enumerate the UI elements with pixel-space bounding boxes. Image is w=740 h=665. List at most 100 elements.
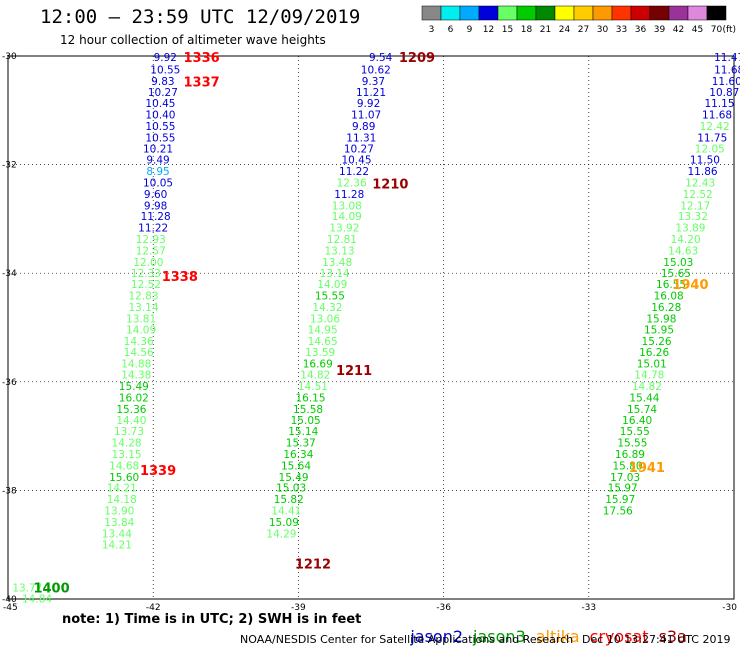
wave-height-value: 12.52: [131, 279, 161, 291]
wave-height-value: 9.92: [357, 98, 380, 110]
wave-height-value: 15.26: [642, 336, 672, 348]
time-label: 1210: [372, 178, 408, 193]
wave-height-value: 14.38: [121, 370, 151, 382]
legend-label: 6: [448, 25, 454, 35]
legend-swatch: [706, 5, 727, 21]
wave-height-value: 15.09: [269, 517, 299, 529]
wave-height-value: 15.49: [119, 381, 149, 393]
wave-height-value: 13.84: [104, 517, 134, 529]
x-tick-label: -39: [291, 603, 306, 613]
wave-height-value: 14.84: [22, 593, 52, 605]
wave-height-value: 13.14: [128, 302, 158, 314]
wave-height-value: 10.55: [145, 132, 175, 144]
legend-label: 45: [692, 25, 703, 35]
wave-height-value: 11.68: [702, 110, 732, 122]
wave-height-value: 14.21: [107, 483, 137, 495]
wave-height-value: 13.08: [332, 200, 362, 212]
wave-height-value: 14.09: [332, 211, 362, 223]
chart-subtitle: 12 hour collection of altimeter wave hei…: [60, 33, 326, 47]
wave-height-value: 15.55: [620, 426, 650, 438]
legend-label: 3: [429, 25, 435, 35]
wave-height-value: 12.42: [700, 121, 730, 133]
wave-height-value: 11.22: [339, 166, 369, 178]
x-tick-label: -30: [722, 603, 737, 613]
wave-height-value: 15.64: [281, 460, 311, 472]
wave-height-value: 15.44: [629, 393, 659, 405]
wave-height-value: 16.08: [654, 290, 684, 302]
plot-area: -45 -42 -39 -36 -33 -30 -30 -32 -34 -36 -38 -40 9.92…: [2, 51, 740, 613]
wave-height-value: 15.49: [279, 472, 309, 484]
legend-label: 27: [578, 25, 589, 35]
wave-height-value: 16.15: [295, 393, 325, 405]
wave-height-value: 9.89: [352, 121, 375, 133]
legend-label: 15: [502, 25, 513, 35]
wave-height-value: 14.88: [121, 358, 151, 370]
wave-height-value: 16.34: [283, 449, 313, 461]
wave-height-value: 15.82: [274, 494, 304, 506]
wave-height-value: 13.14: [320, 268, 350, 280]
wave-height-value: 11.86: [688, 166, 718, 178]
legend-unit: (ft): [722, 25, 736, 35]
legend-label: 70: [711, 25, 723, 35]
wave-height-value: 14.68: [109, 460, 139, 472]
credit-line: NOAA/NESDIS Center for Satellite Applica…: [240, 633, 574, 646]
time-label: 1211: [336, 364, 372, 379]
time-label: 1940: [672, 278, 708, 293]
wave-height-value: 16.28: [651, 302, 681, 314]
wave-height-value: 10.55: [150, 65, 180, 77]
page-title: 12:00 – 23:59 UTC 12/09/2019: [40, 6, 361, 28]
wave-height-value: 15.01: [637, 358, 667, 370]
wave-height-value: 13.44: [102, 528, 132, 540]
wave-height-value: 14.51: [298, 381, 328, 393]
generated-timestamp: Dec 10 13:27:41 UTC 2019: [582, 633, 731, 646]
wave-height-value: 11.21: [356, 87, 386, 99]
wave-height-value: 12.81: [327, 234, 357, 246]
wave-height-value: 16.69: [303, 358, 333, 370]
satellite-cryosat: cryosat: [589, 627, 649, 646]
wave-height-value: 16.89: [615, 449, 645, 461]
wave-height-chart: 12:00 – 23:59 UTC 12/09/2019 12 hour col…: [2, 5, 740, 646]
wave-height-value: 9.83: [151, 76, 174, 88]
wave-height-value: 13.73: [114, 426, 144, 438]
wave-height-value: 14.09: [317, 279, 347, 291]
wave-height-value: 10.21: [143, 143, 173, 155]
legend-label: 24: [559, 25, 571, 35]
wave-height-value: 14.28: [112, 438, 142, 450]
wave-height-value: 14.41: [271, 505, 301, 517]
wave-height-value: 13.90: [104, 505, 134, 517]
wave-height-value: 9.49: [146, 155, 169, 167]
wave-height-value: 11.28: [334, 189, 364, 201]
wave-height-value: 17.56: [603, 505, 633, 517]
wave-height-value: 11.47: [714, 52, 740, 64]
wave-height-value: 12.93: [136, 234, 166, 246]
wave-height-value: 15.97: [608, 483, 638, 495]
wave-height-value: 11.50: [690, 155, 720, 167]
wave-height-value: 16.26: [639, 347, 669, 359]
legend-label: 39: [654, 25, 666, 35]
wave-height-value: 10.05: [143, 178, 173, 190]
wave-height-value: 13.59: [305, 347, 335, 359]
wave-height-value: 10.55: [145, 121, 175, 133]
time-label: 1941: [629, 461, 665, 476]
satellite-jason3: jason3: [473, 627, 526, 646]
wave-height-value: 13.89: [675, 223, 705, 235]
wave-height-value: 14.78: [634, 370, 664, 382]
satellite-s3a: s3a: [658, 627, 687, 646]
wave-height-value: 14.36: [124, 336, 154, 348]
y-tick-label: -38: [2, 486, 17, 496]
wave-height-value: 12.52: [683, 189, 713, 201]
wave-height-value: 13.92: [329, 223, 359, 235]
wave-height-value: 15.14: [288, 426, 318, 438]
wave-height-value: 17.03: [610, 472, 640, 484]
wave-height-value: 12.00: [133, 257, 163, 269]
x-tick-label: -42: [146, 603, 161, 613]
wave-height-value: 14.18: [107, 494, 137, 506]
wave-height-value: 9.54: [369, 52, 393, 64]
wave-height-value: 12.57: [136, 245, 166, 257]
wave-height-value: 12.05: [695, 143, 725, 155]
time-label: 1336: [184, 51, 220, 66]
wave-height-value: 14.32: [312, 302, 342, 314]
wave-height-value: 10.27: [148, 87, 178, 99]
wave-height-value: 14.29: [266, 528, 296, 540]
wave-height-value: 14.09: [126, 325, 156, 337]
